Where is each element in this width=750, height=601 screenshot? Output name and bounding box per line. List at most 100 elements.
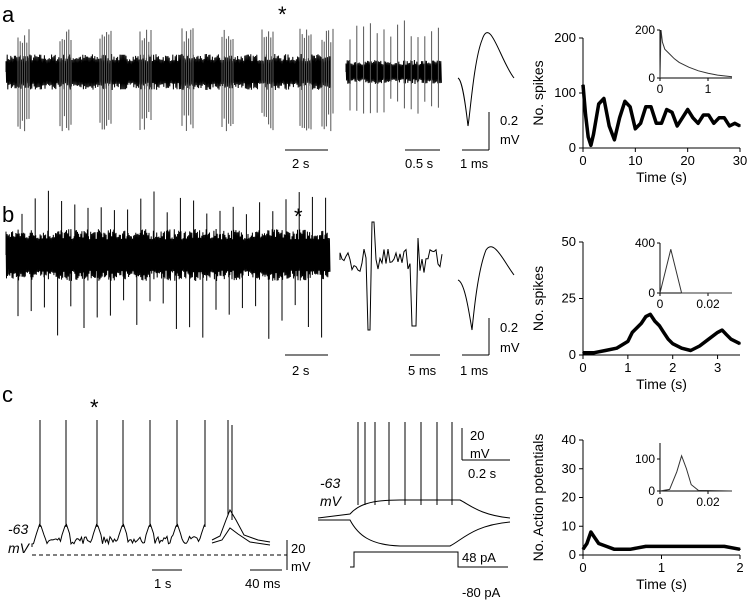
scale-label-c-40ms: 40 ms [245,576,281,591]
star-a: * [278,2,287,27]
expanded-ap-c-base-2 [211,527,271,546]
data-point-16 [689,349,692,352]
y-tick-label-2: 50 [562,234,576,249]
data-point-16 [655,122,658,125]
scale-label-b-1: 2 s [292,363,310,378]
hyperpolarized-trace [318,519,511,547]
data-point-26 [707,114,710,116]
data-point-9 [649,313,652,316]
inset-x-tick-label-0: 0 [657,495,664,509]
inset-x-tick-label-1: 0.02 [696,495,720,509]
scale-label-b-2: 5 ms [408,363,437,378]
data-point-8 [645,315,647,318]
data-point-2 [587,136,590,138]
data-point-1 [586,542,588,545]
time-label-c-mid: 0.2 s [468,466,497,481]
data-point-5 [631,331,634,334]
scale-label-c-1s: 1 s [154,576,172,591]
data-point-2 [604,349,607,352]
zoom-trace-b-path [339,221,443,331]
x-axis-label: Time (s) [636,376,687,392]
data-point-7 [608,125,610,127]
inset-series-line [659,454,733,492]
expanded-ap-c-base-1 [211,508,271,543]
data-point-20 [721,329,723,331]
y-tick-label-2: 20 [562,490,576,505]
current-label-positive: 48 pA [462,550,496,565]
data-point-20 [676,125,678,127]
scalebars-c [32,428,510,571]
data-point-3 [593,536,596,539]
data-point-18 [707,338,710,340]
amp-label-c-left-value: 20 [291,541,305,556]
data-point-13 [723,545,726,548]
data-point-1 [584,114,587,116]
y-tick-label-4: 40 [562,432,576,447]
data-point-8 [613,138,616,141]
x-tick-label-3: 30 [733,153,747,168]
data-point-14 [645,105,647,108]
data-point-9 [660,545,663,548]
star-c: * [90,395,99,420]
data-point-27 [713,122,715,125]
noise-band-a-zoom [345,59,442,85]
extracellular-zoom-b [339,221,443,331]
data-point-32 [739,125,741,127]
extracellular-zoom-a [345,20,442,114]
x-tick-label-3: 3 [714,360,721,375]
data-point-4 [597,542,600,545]
inset-x-tick-label-1: 1 [705,82,712,96]
inset-y-tick-label-1: 100 [635,452,655,466]
x-tick-label-2: 20 [680,153,694,168]
data-point-3 [615,347,618,350]
current-step-responses-c [317,422,511,547]
scale-label-a-1: 2 s [292,156,310,171]
data-point-11 [692,545,694,548]
x-tick-label-2: 2 [736,560,743,575]
y-tick-label-0: 0 [569,140,576,155]
spike-waveform-b [457,246,515,331]
resting-label-c-left-unit: mV [8,540,31,556]
y-tick-label-1: 25 [562,291,576,306]
data-point-3 [590,144,592,147]
data-point-22 [730,338,732,340]
x-axis-label: Time (s) [636,576,687,592]
data-point-10 [624,100,626,103]
data-point-15 [650,105,652,108]
data-point-13 [639,122,642,125]
data-point-21 [681,116,684,119]
amp-label-c-mid-value: 20 [470,428,484,443]
data-point-21 [725,333,728,336]
data-point-1 [593,351,596,354]
x-tick-label-2: 2 [669,360,676,375]
x-tick-label-1: 10 [628,153,642,168]
x-tick-label-1: 1 [624,360,631,375]
data-point-15 [680,347,683,350]
amp-label-a-value: 0.2 [500,113,518,128]
amp-label-b-unit: mV [500,340,520,355]
data-point-4 [627,340,629,343]
y-tick-label-0: 0 [569,347,576,362]
inset-y-tick-label-1: 200 [635,23,655,37]
spike-waveform-a [457,32,515,127]
data-point-4 [592,133,595,136]
x-tick-label-0: 0 [579,153,586,168]
x-tick-label-0: 0 [579,360,586,375]
inset-y-tick-label-1: 400 [635,236,655,250]
depolarized-trace [317,499,511,519]
data-point-22 [686,108,689,111]
inset-y-tick-label-0: 0 [648,286,655,300]
data-point-12 [707,545,710,548]
data-point-28 [718,116,720,119]
inset-x-tick-label-0: 0 [657,82,664,96]
x-axis-label: Time (s) [636,169,687,185]
data-point-9 [618,116,621,119]
inset-y-tick-label-0: 0 [648,71,655,85]
data-point-14 [739,548,741,551]
data-point-0 [582,548,584,551]
amp-label-b-value: 0.2 [500,320,518,335]
y-axis-label: No. spikes [530,266,546,331]
data-point-11 [658,324,661,327]
